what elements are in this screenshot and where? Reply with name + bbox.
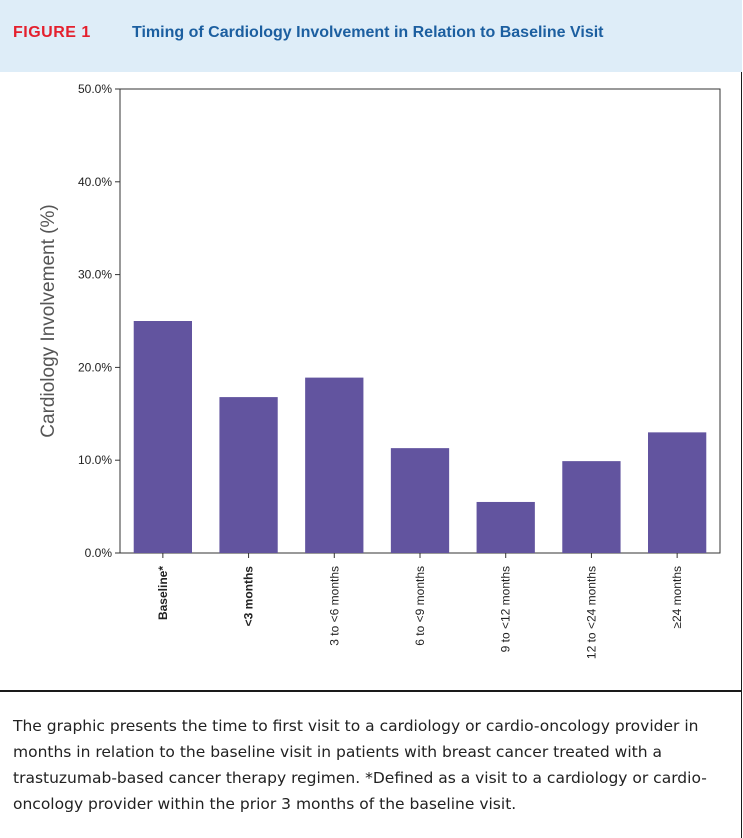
bar xyxy=(305,378,363,553)
bar-chart: 0.0% 10.0% 20.0% 30.0% 40.0% 50.0% Cardiology … xyxy=(0,72,742,690)
x-tick-label: Baseline* xyxy=(156,566,170,620)
plot-area: 0.0% 10.0% 20.0% 30.0% 40.0% 50.0% Cardiology … xyxy=(0,72,742,690)
x-tick-label: ≥24 months xyxy=(670,566,684,629)
y-tick-label: 10.0% xyxy=(78,453,112,467)
figure-label: FIGURE 1 xyxy=(13,24,91,42)
figure-title: Timing of Cardiology Involvement in Rela… xyxy=(132,24,603,42)
y-tick-label: 0.0% xyxy=(85,546,113,560)
x-tick-label: 3 to <6 months xyxy=(327,566,341,646)
bar xyxy=(391,448,449,553)
x-tick-label: 6 to <9 months xyxy=(413,566,427,646)
y-tick-label: 50.0% xyxy=(78,82,112,96)
bar xyxy=(562,461,620,553)
bar xyxy=(219,397,277,553)
bar xyxy=(648,432,706,553)
y-axis-title: Cardiology Involvement (%) xyxy=(38,204,59,437)
x-tick-label: 9 to <12 months xyxy=(499,566,513,652)
x-tick-label: 12 to <24 months xyxy=(584,566,598,659)
x-tick-label: <3 months xyxy=(242,566,256,627)
caption-divider xyxy=(0,690,742,692)
figure-header: FIGURE 1 Timing of Cardiology Involvemen… xyxy=(0,0,742,72)
bar xyxy=(134,321,192,553)
bar xyxy=(477,502,535,553)
figure-caption: The graphic presents the time to first v… xyxy=(13,713,729,817)
y-tick-label: 20.0% xyxy=(78,360,112,374)
y-tick-label: 40.0% xyxy=(78,175,112,189)
y-tick-label: 30.0% xyxy=(78,268,112,282)
